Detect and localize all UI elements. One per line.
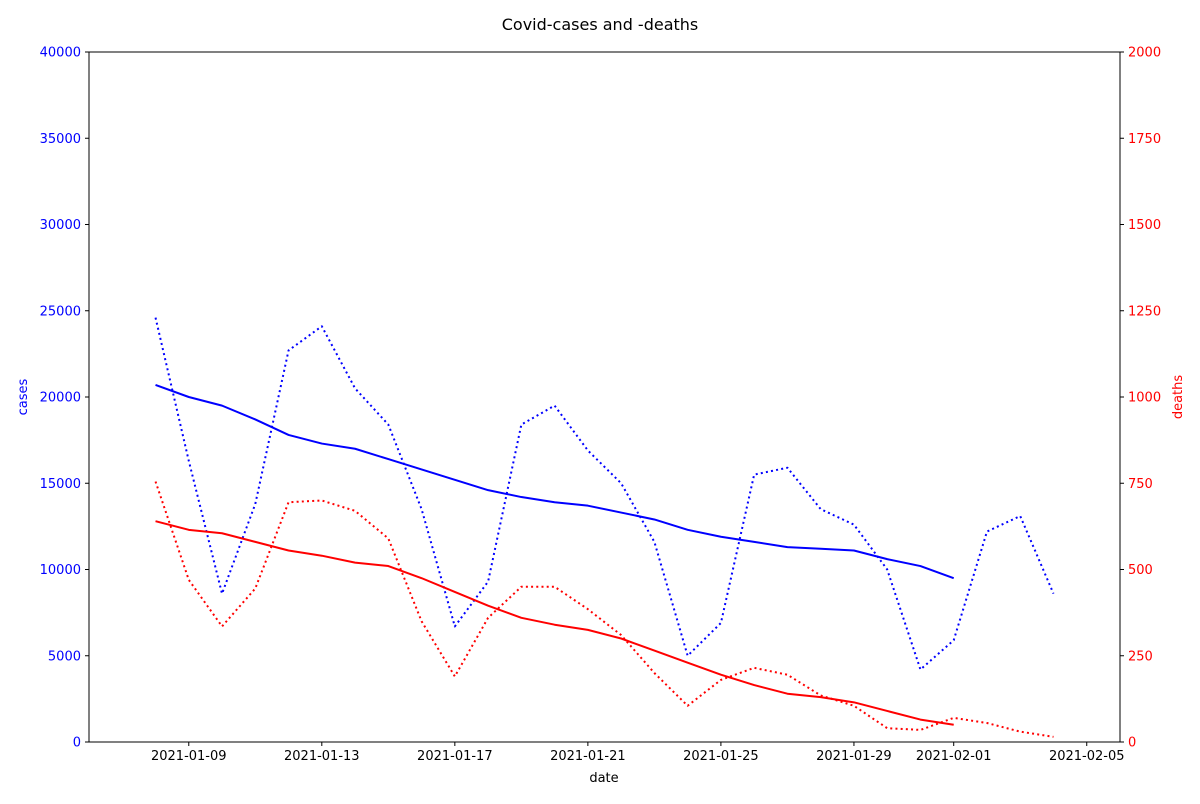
y-left-tick-label: 30000 — [40, 218, 81, 233]
y-left-tick-label: 5000 — [48, 649, 81, 664]
y-right-tick-label: 2000 — [1128, 46, 1161, 61]
x-tick-label: 2021-01-25 — [683, 749, 759, 764]
cases-dotted-line — [154, 317, 1055, 671]
x-tick-label: 2021-01-17 — [417, 749, 493, 764]
y-left-tick-label: 10000 — [40, 563, 81, 578]
axes-layer: 0500010000150002000025000300003500040000… — [40, 46, 1161, 765]
y-left-tick-label: 25000 — [40, 304, 81, 319]
y-right-tick-label: 1500 — [1128, 218, 1161, 233]
cases-solid-line — [155, 383, 955, 580]
y-axis-right-label: deaths — [1171, 375, 1186, 420]
x-tick-label: 2021-01-09 — [151, 749, 227, 764]
y-left-tick-label: 20000 — [40, 391, 81, 406]
y-right-tick-label: 250 — [1128, 649, 1153, 664]
x-tick-label: 2021-02-05 — [1049, 749, 1125, 764]
deaths-dotted-line — [154, 481, 1054, 738]
y-right-tick-label: 1250 — [1128, 304, 1161, 319]
x-tick-label: 2021-01-21 — [550, 749, 626, 764]
deaths-solid-line — [155, 520, 954, 726]
y-right-tick-label: 1750 — [1128, 132, 1161, 147]
x-axis-label: date — [589, 771, 618, 786]
series-layer — [154, 317, 1055, 738]
y-right-tick-label: 500 — [1128, 563, 1153, 578]
x-tick-label: 2021-01-29 — [816, 749, 892, 764]
y-left-tick-label: 0 — [73, 736, 81, 751]
y-right-tick-label: 750 — [1128, 477, 1153, 492]
y-left-tick-label: 40000 — [40, 46, 81, 61]
y-right-tick-label: 1000 — [1128, 391, 1161, 406]
y-left-tick-label: 35000 — [40, 132, 81, 147]
x-tick-label: 2021-02-01 — [916, 749, 992, 764]
x-tick-label: 2021-01-13 — [284, 749, 360, 764]
y-left-tick-label: 15000 — [40, 477, 81, 492]
chart-title: Covid-cases and -deaths — [502, 15, 699, 34]
plot-frame — [88, 51, 1121, 743]
y-right-tick-label: 0 — [1128, 736, 1136, 751]
y-axis-left-label: cases — [16, 378, 31, 415]
